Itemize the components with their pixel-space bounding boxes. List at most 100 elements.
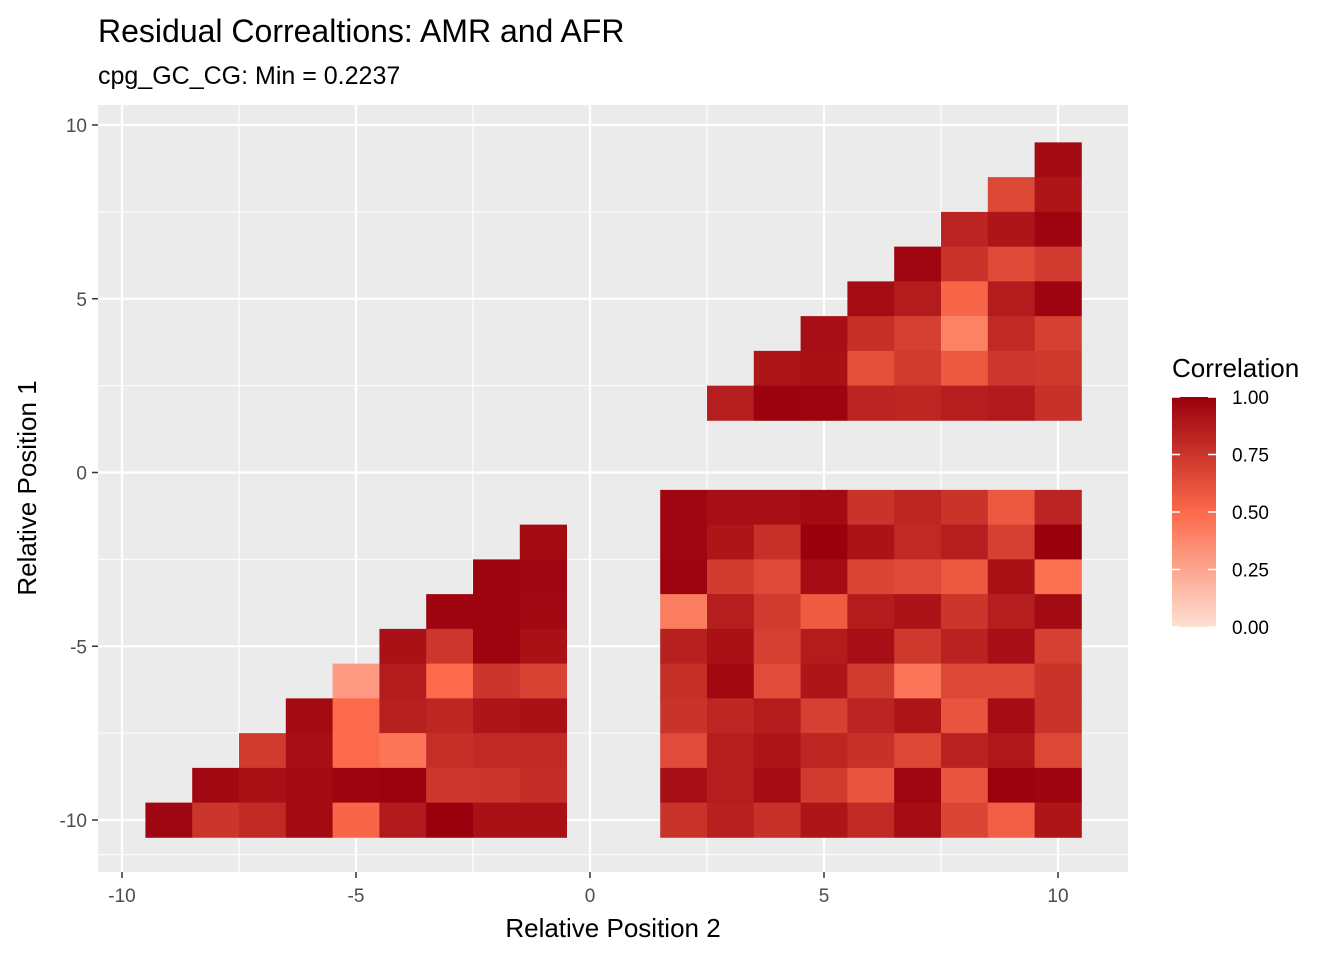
heatmap-tile: [473, 663, 521, 699]
heatmap-tile: [894, 281, 942, 317]
heatmap-tile: [894, 628, 942, 665]
heatmap-tile: [847, 802, 895, 838]
heatmap-tile: [239, 802, 287, 838]
heatmap-tile: [660, 524, 708, 560]
heatmap-tile: [894, 246, 942, 282]
heatmap-tile: [1034, 594, 1082, 630]
heatmap-tile: [192, 802, 240, 838]
legend-ticks: 1.00 0.75 0.50 0.25 0.00: [1172, 388, 1269, 639]
heatmap-tile: [1034, 489, 1082, 526]
heatmap-tile: [941, 767, 989, 804]
heatmap-tile: [753, 594, 801, 630]
heatmap-tile: [519, 698, 567, 734]
heatmap-tile: [987, 594, 1035, 630]
heatmap-tile: [1034, 350, 1082, 387]
heatmap-tile: [941, 211, 989, 248]
heatmap-tile: [941, 385, 989, 421]
heatmap-tile: [332, 698, 380, 734]
heatmap-tile: [987, 246, 1035, 282]
heatmap-tile: [707, 767, 755, 804]
heatmap-tile: [660, 489, 708, 526]
heatmap-tile: [332, 733, 380, 769]
heatmap-tile: [800, 524, 848, 560]
heatmap-tiles: [145, 142, 1082, 838]
heatmap-tile: [379, 698, 427, 734]
heatmap-tile: [847, 663, 895, 699]
heatmap-tile: [1034, 628, 1082, 665]
heatmap-tile: [1034, 316, 1082, 352]
heatmap-tile: [426, 767, 474, 804]
legend-label: 1.00: [1232, 388, 1269, 409]
heatmap-tile: [426, 698, 474, 734]
heatmap-tile: [847, 524, 895, 560]
y-axis-title: Relative Position 1: [12, 380, 42, 595]
heatmap-tile: [1034, 281, 1082, 317]
heatmap-tile: [1034, 142, 1082, 178]
heatmap-tile: [847, 698, 895, 734]
legend: Correlation 1.00 0.75 0.50 0.25 0.00: [1172, 353, 1299, 639]
heatmap-tile: [987, 524, 1035, 560]
heatmap-tile: [894, 802, 942, 838]
heatmap-tile: [753, 524, 801, 560]
heatmap-tile: [707, 802, 755, 838]
heatmap-tile: [894, 524, 942, 560]
heatmap-tile: [285, 767, 333, 804]
heatmap-tile: [753, 733, 801, 769]
heatmap-tile: [894, 559, 942, 595]
heatmap-tile: [894, 350, 942, 387]
heatmap-tile: [800, 316, 848, 352]
heatmap-tile: [707, 594, 755, 630]
heatmap-tile: [660, 698, 708, 734]
heatmap-tile: [987, 767, 1035, 804]
x-axis: -10 -5 0 5 10: [108, 872, 1069, 907]
heatmap-tile: [894, 663, 942, 699]
heatmap-tile: [519, 733, 567, 769]
heatmap-tile: [192, 767, 240, 804]
heatmap-tile: [941, 281, 989, 317]
heatmap-tile: [941, 489, 989, 526]
heatmap-tile: [987, 177, 1035, 213]
heatmap-tile: [426, 663, 474, 699]
heatmap-tile: [519, 767, 567, 804]
heatmap-tile: [660, 594, 708, 630]
y-tick-label: -5: [70, 637, 87, 658]
heatmap-tile: [519, 802, 567, 838]
heatmap-tile: [941, 698, 989, 734]
heatmap-tile: [894, 316, 942, 352]
legend-label: 0.50: [1232, 503, 1269, 524]
heatmap-tile: [332, 663, 380, 699]
heatmap-tile: [379, 767, 427, 804]
heatmap-tile: [847, 350, 895, 387]
heatmap-tile: [941, 350, 989, 387]
heatmap-tile: [473, 767, 521, 804]
x-tick-label: -5: [348, 886, 365, 907]
chart-subtitle: cpg_GC_CG: Min = 0.2237: [98, 62, 400, 90]
y-tick-label: 10: [66, 116, 87, 137]
heatmap-tile: [753, 489, 801, 526]
heatmap-tile: [519, 559, 567, 595]
heatmap-tile: [941, 246, 989, 282]
heatmap-tile: [987, 316, 1035, 352]
heatmap-tile: [473, 594, 521, 630]
heatmap-tile: [379, 802, 427, 838]
heatmap-tile: [426, 733, 474, 769]
heatmap-tile: [847, 489, 895, 526]
heatmap-tile: [473, 698, 521, 734]
heatmap-tile: [1034, 733, 1082, 769]
heatmap-tile: [800, 489, 848, 526]
heatmap-tile: [519, 524, 567, 560]
heatmap-tile: [285, 733, 333, 769]
x-tick-label: 0: [585, 886, 596, 907]
heatmap-tile: [987, 281, 1035, 317]
heatmap-tile: [800, 698, 848, 734]
heatmap-tile: [660, 767, 708, 804]
heatmap-tile: [753, 350, 801, 387]
heatmap-tile: [800, 733, 848, 769]
heatmap-tile: [753, 663, 801, 699]
heatmap-tile: [1034, 698, 1082, 734]
heatmap-tile: [707, 385, 755, 421]
heatmap-tile: [847, 594, 895, 630]
heatmap-tile: [426, 594, 474, 630]
heatmap-tile: [800, 559, 848, 595]
heatmap-tile: [1034, 524, 1082, 560]
